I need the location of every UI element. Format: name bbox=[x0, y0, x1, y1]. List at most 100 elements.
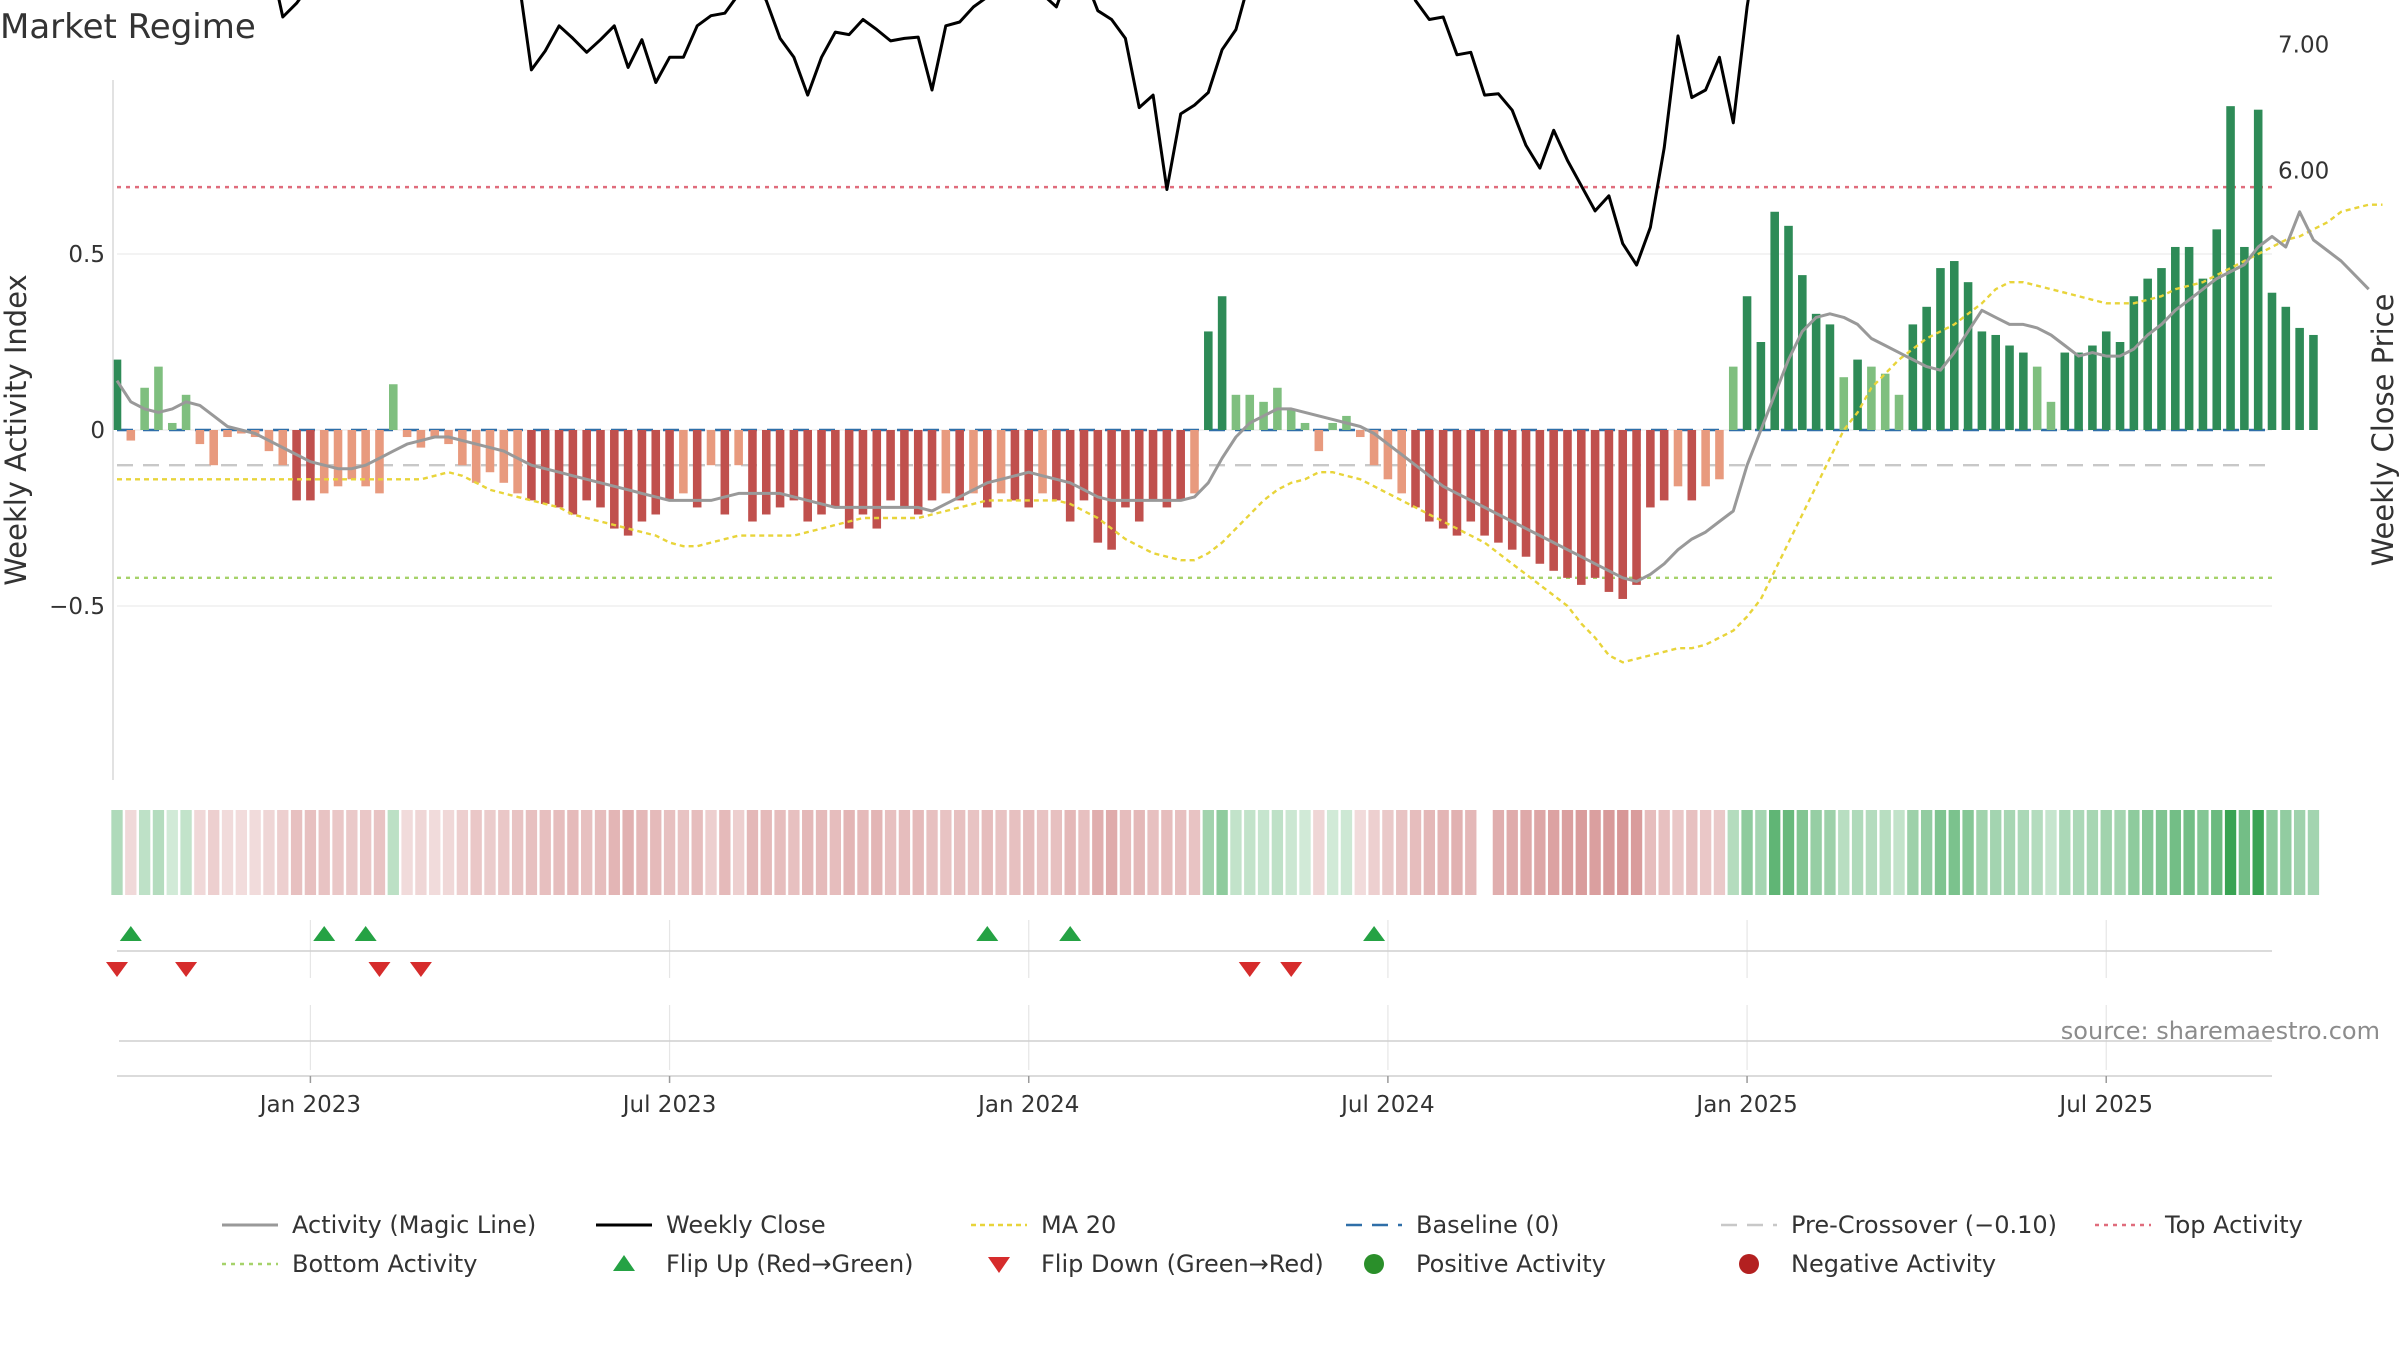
regime-cell-145 bbox=[2114, 810, 2126, 895]
legend-item-0: Activity (Magic Line) bbox=[222, 1211, 536, 1239]
legend-item-10: Negative Activity bbox=[1739, 1250, 1996, 1278]
activity-bar-105 bbox=[1563, 430, 1572, 578]
activity-bar-96 bbox=[1438, 430, 1448, 529]
regime-cell-153 bbox=[2224, 810, 2237, 895]
activity-bar-79 bbox=[1204, 331, 1213, 430]
regime-cell-53 bbox=[843, 810, 855, 895]
activity-bar-53 bbox=[844, 430, 854, 529]
activity-bar-26 bbox=[471, 430, 481, 483]
activity-bar-16 bbox=[333, 430, 343, 487]
activity-bar-140 bbox=[2046, 401, 2056, 430]
regime-cell-151 bbox=[2197, 810, 2209, 895]
legend-item-4: Pre-Crossover (−0.10) bbox=[1721, 1211, 2057, 1239]
flip-up-marker-1 bbox=[313, 926, 336, 941]
x-tick-5: Jul 2025 bbox=[2057, 1092, 2153, 1118]
activity-bar-5 bbox=[181, 394, 191, 430]
activity-bar-129 bbox=[1894, 394, 1904, 430]
regime-cell-12 bbox=[277, 810, 289, 895]
activity-bar-77 bbox=[1176, 430, 1185, 501]
activity-bar-73 bbox=[1121, 430, 1130, 508]
regime-cell-39 bbox=[650, 810, 662, 895]
activity-bar-82 bbox=[1245, 394, 1255, 430]
activity-bar-156 bbox=[2267, 292, 2277, 430]
activity-bar-127 bbox=[1867, 366, 1876, 430]
activity-bar-80 bbox=[1217, 296, 1227, 430]
activity-bar-130 bbox=[1908, 324, 1918, 430]
activity-bar-1 bbox=[126, 430, 136, 441]
activity-bar-99 bbox=[1480, 430, 1489, 536]
regime-cell-24 bbox=[442, 810, 455, 895]
activity-bar-35 bbox=[596, 430, 605, 508]
regime-cell-104 bbox=[1548, 810, 1560, 895]
regime-cell-100 bbox=[1492, 810, 1505, 895]
activity-bar-48 bbox=[775, 430, 785, 508]
activity-bar-42 bbox=[692, 430, 702, 508]
y-left-axis-label: Weekly Activity Index bbox=[0, 274, 33, 585]
regime-cell-15 bbox=[318, 810, 330, 895]
regime-cell-132 bbox=[1934, 810, 1947, 895]
regime-cell-130 bbox=[1907, 810, 1919, 895]
activity-bar-146 bbox=[2129, 296, 2139, 430]
regime-cell-10 bbox=[249, 810, 261, 895]
regime-cell-108 bbox=[1603, 810, 1615, 895]
regime-cell-59 bbox=[926, 810, 938, 895]
activity-bar-45 bbox=[734, 430, 743, 466]
activity-bar-56 bbox=[886, 430, 895, 501]
regime-cell-72 bbox=[1105, 810, 1118, 895]
legend-label-4: Pre-Crossover (−0.10) bbox=[1791, 1211, 2057, 1239]
activity-bar-33 bbox=[568, 430, 578, 515]
activity-bar-143 bbox=[2088, 345, 2097, 430]
gridlines bbox=[117, 253, 2272, 1070]
regime-cell-66 bbox=[1023, 810, 1035, 895]
activity-bar-49 bbox=[789, 430, 799, 501]
activity-bar-114 bbox=[1687, 430, 1697, 501]
activity-bar-7 bbox=[209, 430, 218, 466]
regime-cell-45 bbox=[732, 810, 745, 895]
activity-bar-144 bbox=[2101, 331, 2111, 430]
regime-cell-82 bbox=[1244, 810, 1256, 895]
activity-bar-51 bbox=[817, 430, 826, 515]
activity-bar-125 bbox=[1839, 377, 1849, 430]
regime-cell-7 bbox=[208, 810, 220, 895]
activity-bar-8 bbox=[223, 430, 232, 438]
regime-cell-28 bbox=[498, 810, 510, 895]
regime-cell-57 bbox=[898, 810, 911, 895]
x-axis: Jan 2023 Jul 2023 Jan 2024 Jul 2024 Jan 2025… bbox=[117, 1040, 2272, 1118]
regime-cell-126 bbox=[1851, 810, 1864, 895]
regime-cell-62 bbox=[967, 810, 980, 895]
legend-item-6: Bottom Activity bbox=[222, 1250, 477, 1278]
regime-cell-67 bbox=[1036, 810, 1049, 895]
activity-bar-70 bbox=[1079, 430, 1089, 501]
regime-cell-142 bbox=[2072, 810, 2085, 895]
activity-bar-153 bbox=[2226, 106, 2235, 430]
regime-cell-6 bbox=[194, 810, 206, 895]
activity-bar-117 bbox=[1728, 366, 1738, 430]
regime-cell-90 bbox=[1354, 810, 1366, 895]
regime-cell-77 bbox=[1175, 810, 1187, 895]
regime-cell-154 bbox=[2238, 810, 2251, 895]
source-note: source: sharemaestro.com bbox=[2061, 1017, 2380, 1045]
regime-cell-133 bbox=[1948, 810, 1960, 895]
regime-cell-29 bbox=[511, 810, 524, 895]
regime-cell-84 bbox=[1271, 810, 1284, 895]
regime-cell-118 bbox=[1741, 810, 1753, 895]
regime-cell-94 bbox=[1409, 810, 1422, 895]
legend-item-3: Baseline (0) bbox=[1346, 1211, 1559, 1239]
regime-cell-143 bbox=[2086, 810, 2099, 895]
activity-bar-38 bbox=[637, 430, 647, 522]
activity-bar-34 bbox=[582, 430, 591, 501]
regime-cell-114 bbox=[1686, 810, 1698, 895]
activity-bar-15 bbox=[319, 430, 329, 494]
activity-bar-122 bbox=[1798, 275, 1807, 430]
activity-bar-150 bbox=[2184, 246, 2194, 430]
regime-cell-42 bbox=[691, 810, 703, 895]
regime-cell-8 bbox=[221, 810, 234, 895]
regime-cell-85 bbox=[1285, 810, 1297, 895]
regime-cell-93 bbox=[1396, 810, 1408, 895]
activity-bar-126 bbox=[1853, 359, 1862, 430]
regime-cell-75 bbox=[1147, 810, 1159, 895]
activity-bar-124 bbox=[1825, 324, 1835, 430]
regime-cell-26 bbox=[470, 810, 482, 895]
